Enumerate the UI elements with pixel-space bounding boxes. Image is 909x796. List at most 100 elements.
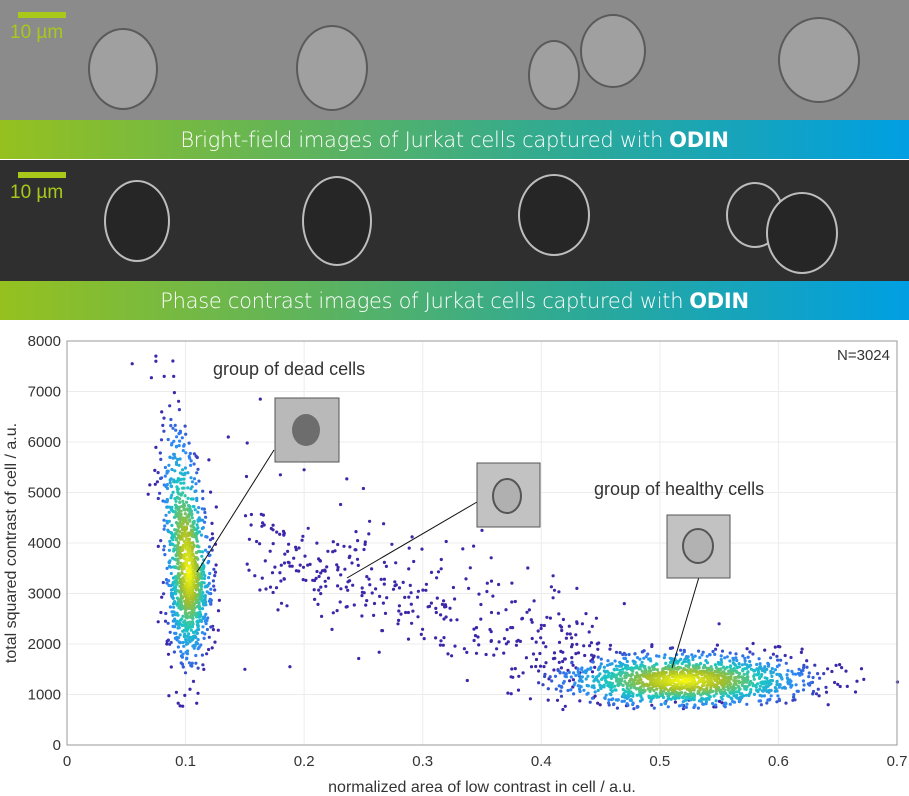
- data-point: [550, 679, 554, 683]
- data-point: [180, 655, 184, 659]
- data-point: [163, 553, 167, 557]
- data-point: [624, 675, 628, 679]
- data-point: [548, 616, 553, 620]
- data-point: [775, 700, 779, 704]
- data-point: [763, 680, 767, 684]
- data-point: [380, 629, 385, 633]
- data-point: [840, 666, 844, 670]
- data-point: [161, 580, 165, 585]
- data-point: [196, 573, 200, 577]
- data-point: [743, 684, 747, 689]
- data-point: [158, 491, 162, 495]
- data-point: [306, 563, 310, 567]
- data-point: [382, 577, 386, 581]
- data-point: [411, 609, 415, 613]
- data-point: [192, 528, 196, 532]
- data-point: [261, 521, 265, 525]
- data-point: [450, 654, 454, 658]
- data-point: [130, 362, 134, 366]
- data-point: [167, 579, 171, 583]
- data-point: [644, 655, 648, 659]
- data-point: [673, 700, 678, 704]
- x-tick-label: 0: [63, 753, 71, 770]
- data-point: [192, 462, 196, 466]
- data-point: [728, 651, 732, 655]
- data-point: [313, 597, 317, 601]
- data-point: [551, 657, 556, 661]
- data-point: [745, 702, 749, 706]
- data-point: [385, 596, 389, 600]
- data-point: [346, 580, 350, 584]
- data-point: [354, 530, 358, 534]
- data-point: [748, 680, 752, 684]
- data-point: [189, 463, 193, 467]
- data-point: [859, 667, 864, 671]
- data-point: [629, 698, 633, 702]
- data-point: [176, 562, 180, 566]
- data-point: [706, 677, 710, 681]
- data-point: [330, 627, 334, 631]
- data-point: [186, 642, 190, 646]
- data-point: [495, 647, 499, 651]
- data-point: [187, 441, 191, 445]
- data-point: [701, 650, 705, 654]
- data-point: [178, 457, 182, 461]
- data-point: [339, 587, 343, 591]
- data-point: [596, 668, 601, 672]
- data-point: [757, 699, 761, 703]
- data-point: [187, 570, 191, 574]
- data-point: [580, 622, 585, 626]
- data-point: [201, 489, 205, 493]
- data-point: [169, 571, 173, 576]
- data-point: [174, 445, 178, 449]
- data-point: [615, 673, 619, 677]
- data-point: [407, 595, 411, 599]
- data-point: [178, 633, 182, 637]
- data-point: [181, 665, 185, 669]
- data-point: [179, 553, 183, 557]
- data-point: [168, 630, 172, 634]
- data-point: [320, 614, 324, 618]
- data-point: [664, 691, 668, 696]
- cell-image: [88, 28, 158, 110]
- data-point: [210, 646, 214, 650]
- data-point: [666, 705, 670, 709]
- data-point: [169, 665, 173, 669]
- data-point: [467, 586, 471, 590]
- data-point: [171, 359, 175, 363]
- data-point: [557, 660, 561, 664]
- data-point: [574, 633, 578, 637]
- data-point: [552, 588, 557, 592]
- data-point: [300, 538, 304, 542]
- data-point: [367, 532, 371, 536]
- data-point: [180, 537, 184, 541]
- data-point: [434, 606, 438, 610]
- data-point: [598, 703, 602, 707]
- data-point: [196, 638, 200, 642]
- data-point: [194, 653, 198, 658]
- data-point: [213, 570, 218, 574]
- data-point: [652, 688, 656, 693]
- data-point: [506, 691, 510, 695]
- data-point: [862, 677, 866, 681]
- data-point: [187, 661, 191, 665]
- data-point: [401, 580, 405, 584]
- data-point: [226, 435, 230, 439]
- data-point: [213, 574, 217, 578]
- data-point: [705, 654, 709, 658]
- y-tick-label: 0: [53, 737, 61, 754]
- cell-image: [528, 40, 580, 110]
- y-tick-label: 5000: [28, 485, 61, 502]
- data-point: [477, 643, 481, 647]
- data-point: [183, 693, 187, 697]
- data-point: [479, 617, 483, 621]
- data-point: [384, 564, 388, 568]
- data-point: [792, 695, 796, 699]
- data-point: [185, 559, 189, 563]
- data-point: [377, 650, 381, 654]
- data-point: [390, 542, 394, 546]
- data-point: [534, 657, 539, 662]
- data-point: [209, 490, 213, 494]
- data-point: [396, 622, 400, 626]
- data-point: [201, 497, 205, 501]
